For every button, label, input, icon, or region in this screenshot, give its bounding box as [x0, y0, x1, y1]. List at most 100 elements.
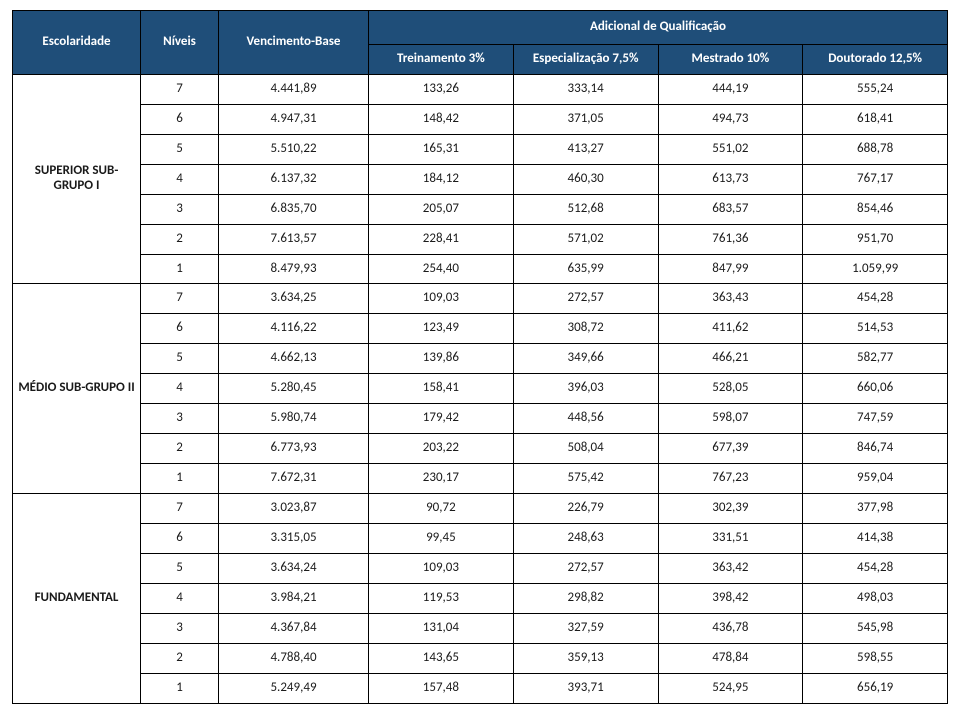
col-especializacao: Especialização 7,5%: [513, 44, 658, 74]
cell-nivel: 4: [141, 164, 219, 194]
cell-vencimento-base: 7.613,57: [219, 224, 369, 254]
cell-especializacao: 327,59: [513, 613, 658, 643]
col-vencimento-base: Vencimento-Base: [219, 11, 369, 75]
cell-nivel: 2: [141, 224, 219, 254]
cell-treinamento: 205,07: [369, 194, 514, 224]
cell-mestrado: 677,39: [658, 434, 803, 464]
cell-treinamento: 119,53: [369, 583, 514, 613]
cell-doutorado: 498,03: [803, 583, 948, 613]
cell-mestrado: 847,99: [658, 254, 803, 284]
cell-especializacao: 333,14: [513, 74, 658, 104]
cell-nivel: 7: [141, 74, 219, 104]
cell-especializacao: 396,03: [513, 374, 658, 404]
cell-doutorado: 454,28: [803, 284, 948, 314]
cell-nivel: 3: [141, 613, 219, 643]
cell-especializacao: 448,56: [513, 404, 658, 434]
cell-especializacao: 413,27: [513, 134, 658, 164]
cell-especializacao: 272,57: [513, 553, 658, 583]
cell-treinamento: 230,17: [369, 464, 514, 494]
cell-especializacao: 508,04: [513, 434, 658, 464]
cell-doutorado: 545,98: [803, 613, 948, 643]
table-row: 54.662,13139,86349,66466,21582,77: [13, 344, 948, 374]
cell-treinamento: 179,42: [369, 404, 514, 434]
cell-doutorado: 767,17: [803, 164, 948, 194]
cell-vencimento-base: 6.773,93: [219, 434, 369, 464]
cell-nivel: 5: [141, 344, 219, 374]
cell-doutorado: 555,24: [803, 74, 948, 104]
table-row: 35.980,74179,42448,56598,07747,59: [13, 404, 948, 434]
col-niveis: Níveis: [141, 11, 219, 75]
cell-treinamento: 148,42: [369, 104, 514, 134]
table-row: 55.510,22165,31413,27551,02688,78: [13, 134, 948, 164]
cell-nivel: 1: [141, 673, 219, 703]
group-label: MÉDIO SUB-GRUPO II: [13, 284, 141, 494]
group-label: SUPERIOR SUB-GRUPO I: [13, 74, 141, 284]
cell-treinamento: 131,04: [369, 613, 514, 643]
cell-doutorado: 951,70: [803, 224, 948, 254]
cell-especializacao: 359,13: [513, 643, 658, 673]
cell-doutorado: 618,41: [803, 104, 948, 134]
cell-vencimento-base: 3.315,05: [219, 523, 369, 553]
cell-especializacao: 575,42: [513, 464, 658, 494]
cell-nivel: 6: [141, 104, 219, 134]
cell-especializacao: 272,57: [513, 284, 658, 314]
colgroup-adicional-qualificacao: Adicional de Qualificação: [369, 11, 948, 45]
cell-especializacao: 248,63: [513, 523, 658, 553]
cell-doutorado: 414,38: [803, 523, 948, 553]
table-row: 27.613,57228,41571,02761,36951,70: [13, 224, 948, 254]
cell-nivel: 4: [141, 583, 219, 613]
table-row: 24.788,40143,65359,13478,84598,55: [13, 643, 948, 673]
cell-doutorado: 454,28: [803, 553, 948, 583]
cell-vencimento-base: 6.137,32: [219, 164, 369, 194]
cell-treinamento: 109,03: [369, 553, 514, 583]
cell-treinamento: 203,22: [369, 434, 514, 464]
cell-doutorado: 660,06: [803, 374, 948, 404]
cell-nivel: 2: [141, 434, 219, 464]
table-row: MÉDIO SUB-GRUPO II73.634,25109,03272,573…: [13, 284, 948, 314]
cell-mestrado: 444,19: [658, 74, 803, 104]
cell-nivel: 5: [141, 134, 219, 164]
cell-treinamento: 228,41: [369, 224, 514, 254]
cell-especializacao: 308,72: [513, 314, 658, 344]
table-row: 15.249,49157,48393,71524,95656,19: [13, 673, 948, 703]
table-row: 53.634,24109,03272,57363,42454,28: [13, 553, 948, 583]
cell-vencimento-base: 4.441,89: [219, 74, 369, 104]
cell-nivel: 1: [141, 254, 219, 284]
cell-vencimento-base: 4.367,84: [219, 613, 369, 643]
cell-vencimento-base: 5.510,22: [219, 134, 369, 164]
cell-doutorado: 582,77: [803, 344, 948, 374]
cell-vencimento-base: 4.788,40: [219, 643, 369, 673]
cell-mestrado: 363,43: [658, 284, 803, 314]
table-row: 64.116,22123,49308,72411,62514,53: [13, 314, 948, 344]
table-row: 64.947,31148,42371,05494,73618,41: [13, 104, 948, 134]
cell-vencimento-base: 6.835,70: [219, 194, 369, 224]
cell-mestrado: 302,39: [658, 494, 803, 524]
cell-vencimento-base: 3.634,24: [219, 553, 369, 583]
cell-treinamento: 109,03: [369, 284, 514, 314]
cell-mestrado: 466,21: [658, 344, 803, 374]
table-row: 18.479,93254,40635,99847,991.059,99: [13, 254, 948, 284]
cell-mestrado: 478,84: [658, 643, 803, 673]
cell-especializacao: 349,66: [513, 344, 658, 374]
cell-doutorado: 1.059,99: [803, 254, 948, 284]
cell-doutorado: 959,04: [803, 464, 948, 494]
cell-especializacao: 635,99: [513, 254, 658, 284]
cell-especializacao: 298,82: [513, 583, 658, 613]
cell-treinamento: 158,41: [369, 374, 514, 404]
table-row: 63.315,0599,45248,63331,51414,38: [13, 523, 948, 553]
col-doutorado: Doutorado 12,5%: [803, 44, 948, 74]
table-row: 34.367,84131,04327,59436,78545,98: [13, 613, 948, 643]
cell-especializacao: 226,79: [513, 494, 658, 524]
cell-mestrado: 524,95: [658, 673, 803, 703]
cell-mestrado: 613,73: [658, 164, 803, 194]
cell-nivel: 3: [141, 404, 219, 434]
cell-vencimento-base: 4.947,31: [219, 104, 369, 134]
cell-doutorado: 656,19: [803, 673, 948, 703]
cell-mestrado: 436,78: [658, 613, 803, 643]
cell-treinamento: 165,31: [369, 134, 514, 164]
cell-mestrado: 551,02: [658, 134, 803, 164]
cell-vencimento-base: 4.662,13: [219, 344, 369, 374]
cell-mestrado: 528,05: [658, 374, 803, 404]
cell-treinamento: 99,45: [369, 523, 514, 553]
cell-treinamento: 143,65: [369, 643, 514, 673]
